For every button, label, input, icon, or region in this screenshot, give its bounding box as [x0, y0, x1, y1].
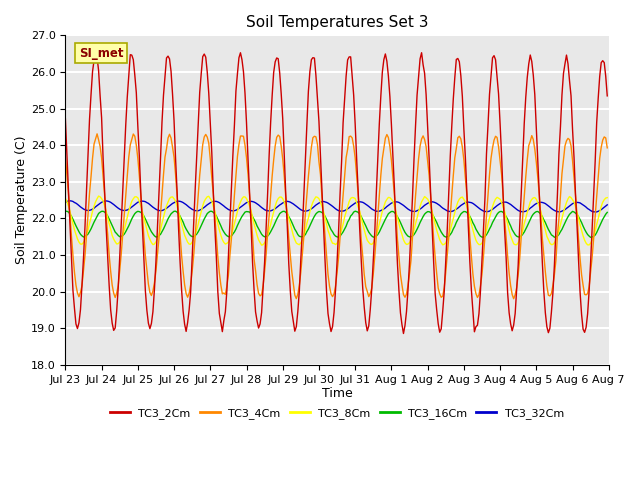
Title: Soil Temperatures Set 3: Soil Temperatures Set 3 — [246, 15, 428, 30]
Legend: TC3_2Cm, TC3_4Cm, TC3_8Cm, TC3_16Cm, TC3_32Cm: TC3_2Cm, TC3_4Cm, TC3_8Cm, TC3_16Cm, TC3… — [105, 404, 569, 423]
Text: SI_met: SI_met — [79, 47, 124, 60]
Y-axis label: Soil Temperature (C): Soil Temperature (C) — [15, 136, 28, 264]
X-axis label: Time: Time — [322, 387, 353, 400]
